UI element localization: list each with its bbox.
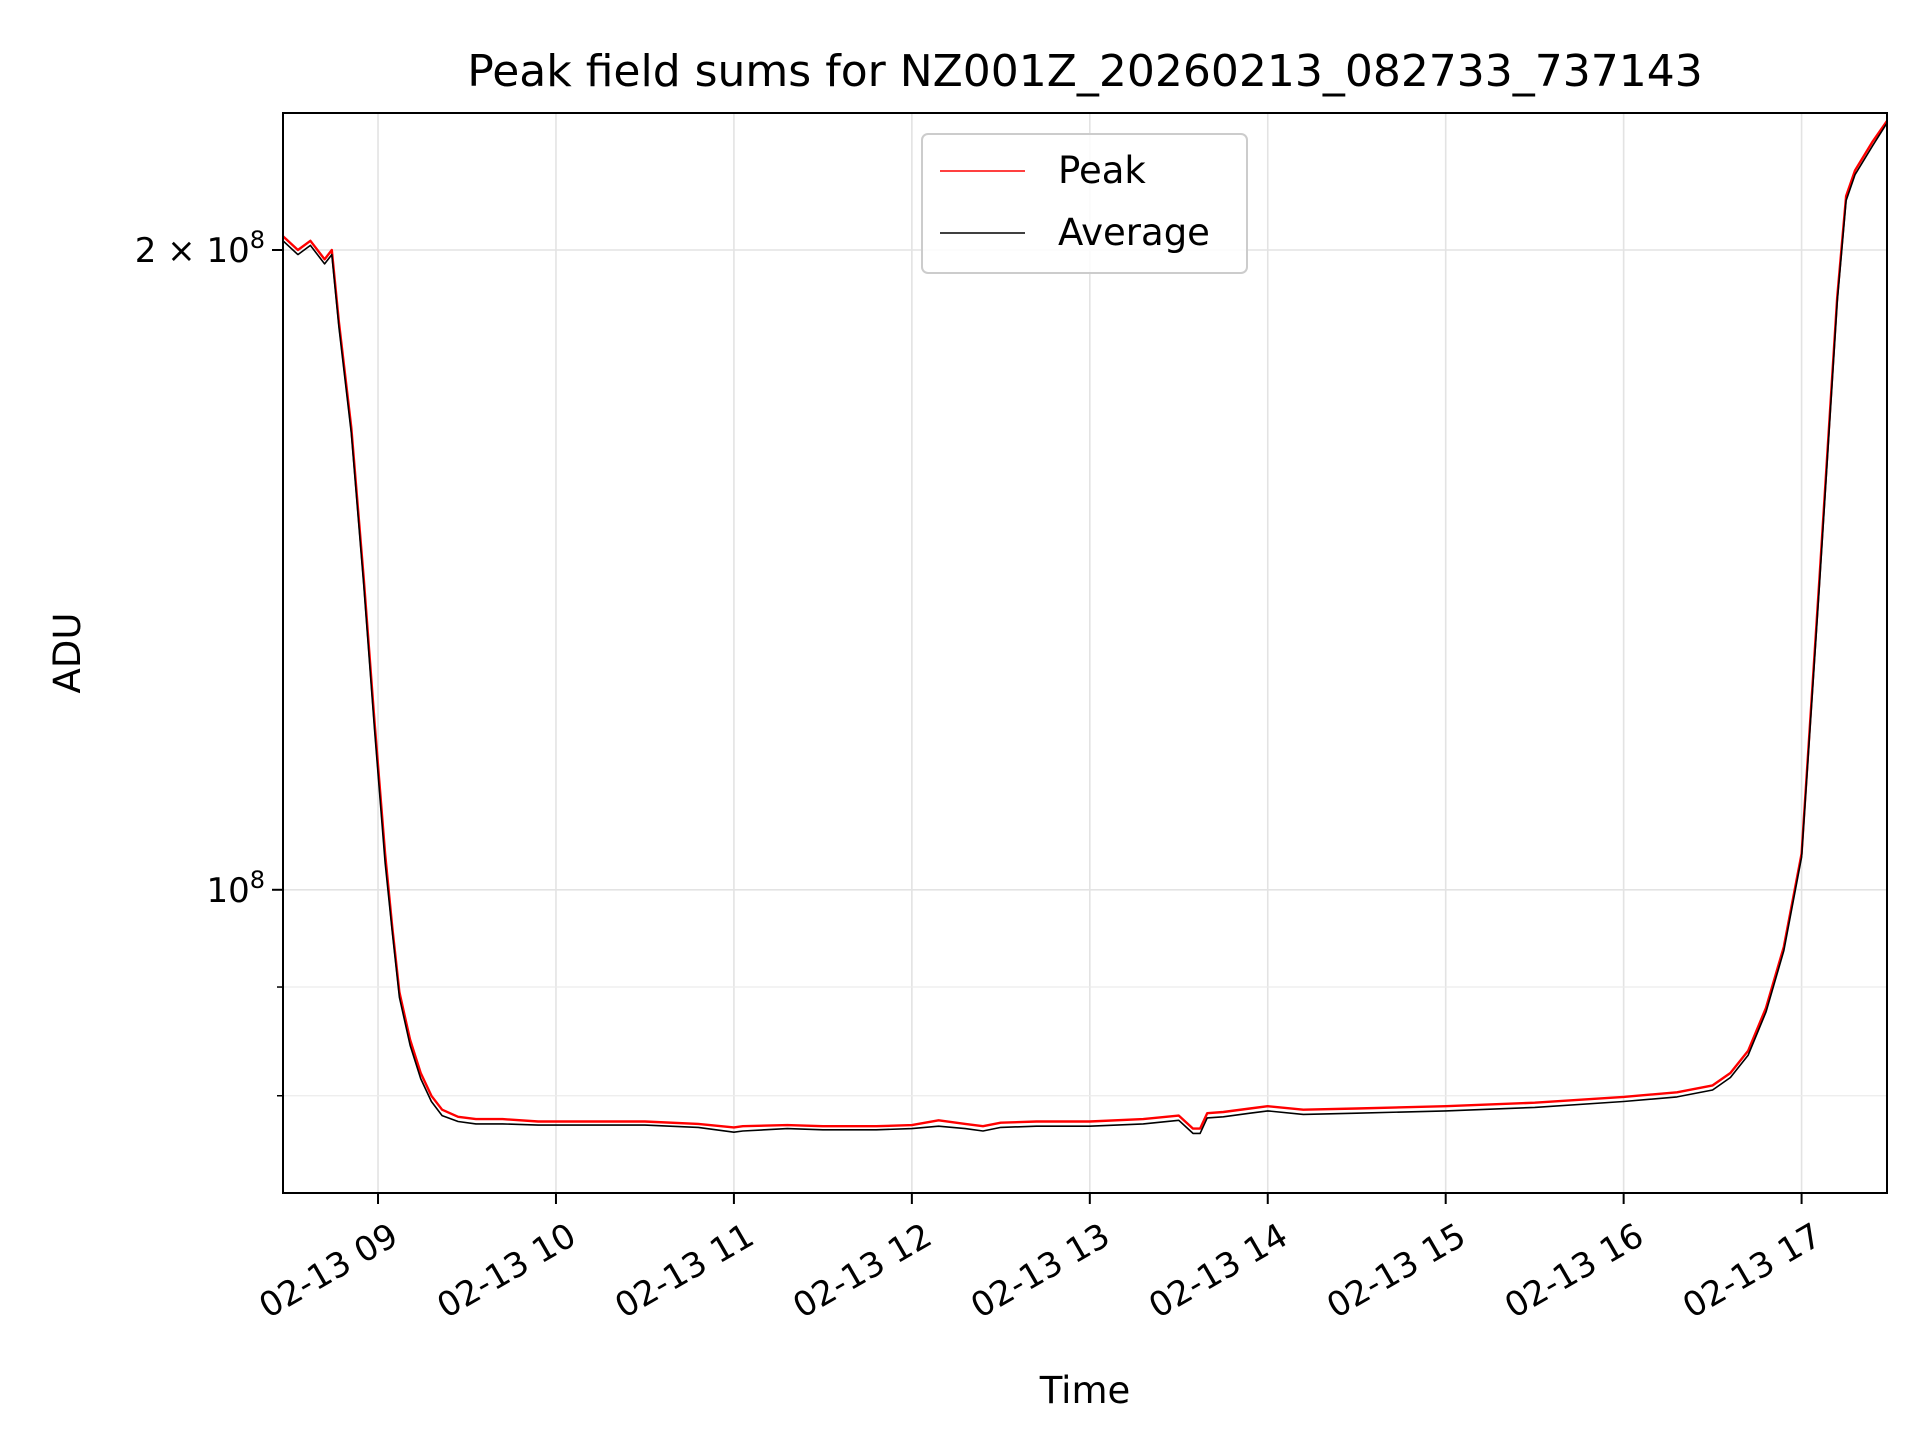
- legend-label-average: Average: [1058, 211, 1210, 254]
- legend: Peak Average: [921, 133, 1248, 274]
- legend-box: [921, 133, 1248, 274]
- y-tick-label: 108: [206, 866, 265, 911]
- x-axis-label: Time: [1039, 1369, 1131, 1412]
- y-tick-label: 2 × 108: [135, 226, 265, 271]
- legend-label-peak: Peak: [1058, 149, 1146, 192]
- chart-title: Peak field sums for NZ001Z_20260213_0827…: [467, 46, 1703, 97]
- y-axis-label: ADU: [46, 613, 89, 694]
- y-axis-ticks: 108 2 × 108: [135, 226, 283, 1097]
- axes-frame: [282, 112, 1888, 1194]
- series-layer: [282, 120, 1888, 1135]
- series-line-average: [282, 122, 1888, 1135]
